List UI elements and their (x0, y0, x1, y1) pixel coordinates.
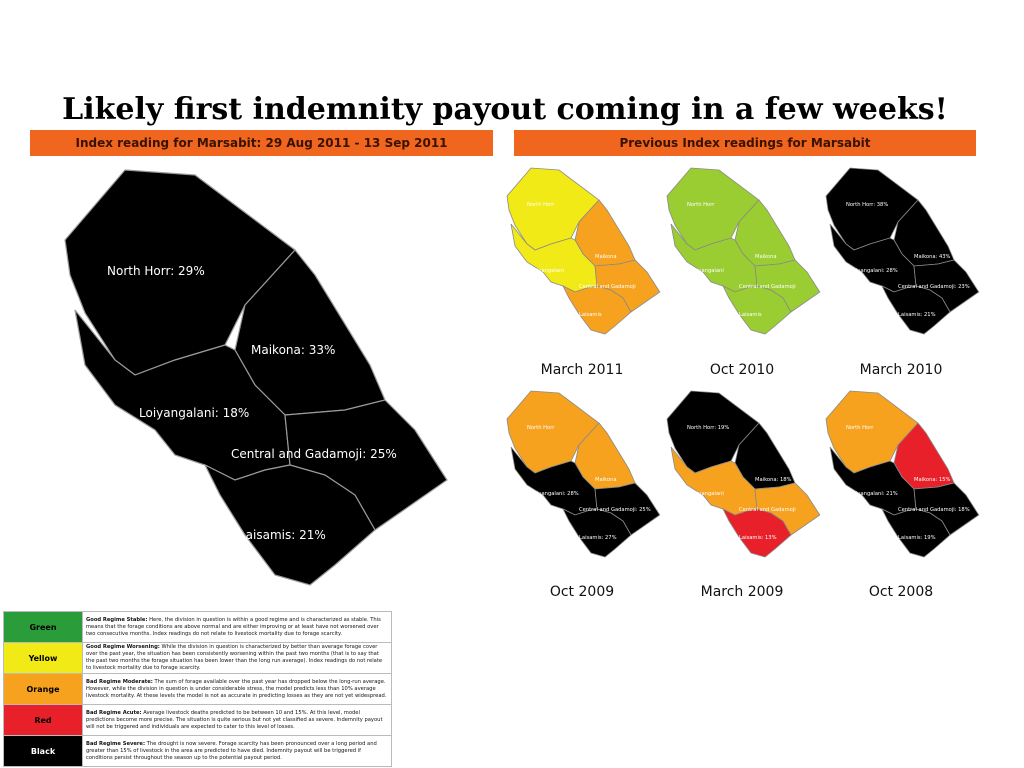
small-map-label-loiyangalani: Loiyangalani: 28% (850, 268, 898, 274)
small-map-label-maikona: Maikona: 18% (755, 477, 792, 483)
small-map-region-laisamis (881, 508, 951, 558)
small-map-label-laisamis: Laisamis (579, 312, 602, 318)
main-marsabit-map: North Horr: 29% Maikona: 33% Loiyangalan… (64, 169, 448, 586)
small-map-label-loiyangalani: Loiyangalani (691, 268, 724, 274)
small-map-oct-2009: North Horr Maikona Loiyangalani: 28% Centra… (506, 390, 661, 558)
small-map-label-north-horr: North Horr: 38% (846, 202, 888, 208)
small-map-label-laisamis: Laisamis: 19% (898, 535, 936, 541)
small-map-region-laisamis (562, 508, 632, 558)
current-index-header: Index reading for Marsabit: 29 Aug 2011 … (30, 130, 493, 156)
small-map-oct-2008: North Horr Maikona: 15% Loiyangalani: 21% C… (825, 390, 980, 558)
legend-description-text: Average livestock deaths predicted to be… (86, 709, 383, 730)
legend-description-text: The drought is now severe. Forage scarci… (86, 740, 377, 761)
small-map-label-laisamis: Laisamis (739, 312, 762, 318)
legend-table: Green Good Regime Stable: Here, the divis… (3, 611, 392, 767)
legend-description: Bad Regime Severe: The drought is now se… (82, 735, 392, 767)
small-map-oct-2010: North Horr Maikona Loiyangalani Central and… (666, 167, 821, 335)
legend-description-text: The sum of forage available over the pas… (86, 678, 387, 699)
caption-oct-2009: Oct 2009 (549, 584, 615, 600)
legend-description-title: Bad Regime Severe: (86, 740, 146, 747)
small-map-label-maikona: Maikona (755, 254, 777, 260)
small-map-label-loiyangalani: Loiyangalani: 21% (850, 491, 898, 497)
legend-row: Orange Bad Regime Moderate: The sum of fo… (3, 673, 392, 705)
small-map-label-maikona: Maikona: 15% (914, 477, 951, 483)
small-map-label-central: Central and Gadamoji (739, 507, 796, 513)
small-map-label-laisamis: Laisamis: 21% (898, 312, 936, 318)
small-map-label-central: Central and Gadamoji (739, 284, 796, 290)
legend-swatch: Black (3, 735, 83, 767)
small-map-march-2011: North Horr Maikona Loiyangalani Central and… (506, 167, 661, 335)
small-map-label-maikona: Maikona (595, 477, 617, 483)
main-label-loiyangalani: Loiyangalani: 18% (139, 406, 249, 420)
small-map-region-laisamis (722, 508, 792, 558)
small-map-label-central: Central and Gadamoji: 18% (898, 507, 970, 513)
small-map-region-laisamis (562, 285, 632, 335)
previous-index-header: Previous Index readings for Marsabit (514, 130, 976, 156)
small-map-label-loiyangalani: Loiyangalani (691, 491, 724, 497)
legend-description-text: While the division in question is charac… (86, 644, 383, 671)
legend-description: Good Regime Worsening: While the divisio… (82, 642, 392, 674)
small-map-label-loiyangalani: Loiyangalani: 28% (531, 491, 579, 497)
small-map-label-maikona: Maikona: 43% (914, 254, 951, 260)
small-map-label-laisamis: Laisamis: 13% (739, 535, 777, 541)
small-map-march-2009: North Horr: 19% Maikona: 18% Loiyangalani C… (666, 390, 821, 558)
legend-description: Bad Regime Moderate: The sum of forage a… (82, 673, 392, 705)
small-map-label-maikona: Maikona (595, 254, 617, 260)
small-map-label-laisamis: Laisamis: 27% (579, 535, 617, 541)
main-label-north-horr: North Horr: 29% (107, 264, 205, 278)
legend-row: Green Good Regime Stable: Here, the divis… (3, 611, 392, 643)
small-map-region-laisamis (881, 285, 951, 335)
legend-swatch: Green (3, 611, 83, 643)
legend-swatch: Yellow (3, 642, 83, 674)
slide-title: Likely first indemnity payout coming in … (62, 92, 948, 127)
main-label-laisamis: Laisamis: 21% (239, 528, 326, 542)
legend-swatch: Red (3, 704, 83, 736)
legend-description: Good Regime Stable: Here, the division i… (82, 611, 392, 643)
region-laisamis (203, 463, 376, 586)
main-label-maikona: Maikona: 33% (251, 343, 335, 357)
caption-oct-2008: Oct 2008 (868, 584, 934, 600)
small-map-label-central: Central and Gadamoji: 23% (898, 284, 970, 290)
caption-march-2011: March 2011 (540, 362, 624, 378)
legend-description-title: Good Regime Worsening: (86, 644, 160, 650)
main-label-central: Central and Gadamoji: 25% (231, 447, 397, 461)
legend-row: Red Bad Regime Acute: Average livestock d… (3, 704, 392, 736)
small-map-label-north-horr: North Horr (527, 425, 555, 431)
legend-description-title: Good Regime Stable: (86, 616, 148, 623)
small-map-label-north-horr: North Horr: 19% (687, 425, 729, 431)
small-map-label-central: Central and Gadamoji: 25% (579, 507, 651, 513)
legend-swatch: Orange (3, 673, 83, 705)
caption-march-2010: March 2010 (859, 362, 943, 378)
caption-oct-2010: Oct 2010 (709, 362, 775, 378)
legend-description-title: Bad Regime Acute: (86, 709, 142, 716)
legend-row: Black Bad Regime Severe: The drought is n… (3, 735, 392, 767)
legend-description-title: Bad Regime Moderate: (86, 678, 153, 685)
small-map-label-north-horr: North Horr (527, 202, 555, 208)
small-map-label-north-horr: North Horr (687, 202, 715, 208)
legend-description: Bad Regime Acute: Average livestock deat… (82, 704, 392, 736)
small-map-label-north-horr: North Horr (846, 425, 874, 431)
small-map-region-laisamis (722, 285, 792, 335)
small-map-label-loiyangalani: Loiyangalani (531, 268, 564, 274)
small-map-label-central: Central and Gadamoji (579, 284, 636, 290)
small-map-march-2010: North Horr: 38% Maikona: 43% Loiyangalani:… (825, 167, 980, 335)
caption-march-2009: March 2009 (700, 584, 784, 600)
legend-row: Yellow Good Regime Worsening: While the d… (3, 642, 392, 674)
legend-description-text: Here, the division in question is within… (86, 616, 381, 637)
